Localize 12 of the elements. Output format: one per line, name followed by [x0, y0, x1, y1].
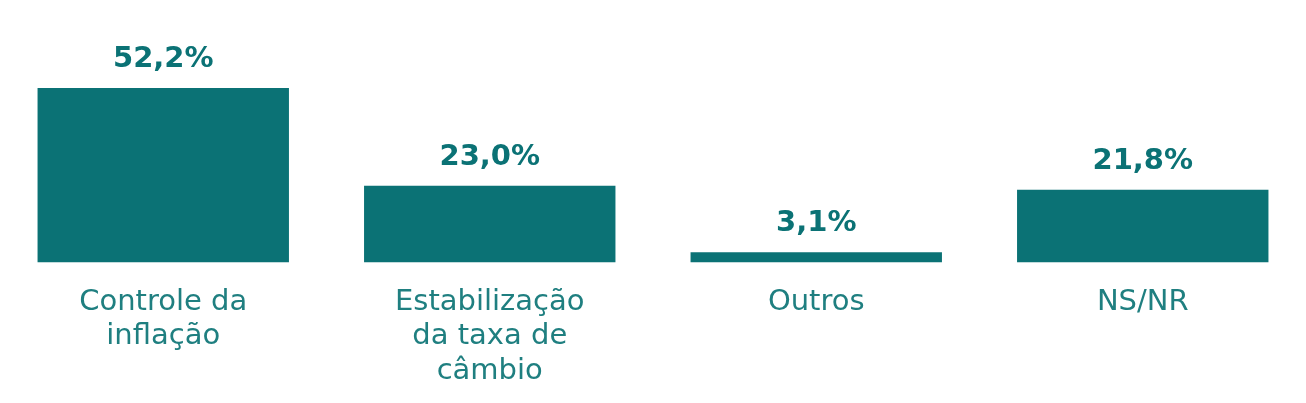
data-label: 21,8%: [1092, 141, 1194, 176]
data-label: 23,0%: [439, 137, 541, 172]
bar: [690, 252, 942, 263]
x-tick-label: Estabilização da taxa de câmbio: [394, 282, 585, 387]
data-label: 3,1%: [776, 204, 857, 239]
x-tick-label: NS/NR: [1096, 282, 1189, 317]
bar: [364, 185, 616, 263]
data-label: 52,2%: [112, 40, 214, 75]
x-tick-label: Outros: [767, 282, 865, 317]
x-tick-label: Controle da inflação: [79, 282, 248, 352]
bar: [37, 88, 289, 263]
bar: [1017, 189, 1269, 263]
